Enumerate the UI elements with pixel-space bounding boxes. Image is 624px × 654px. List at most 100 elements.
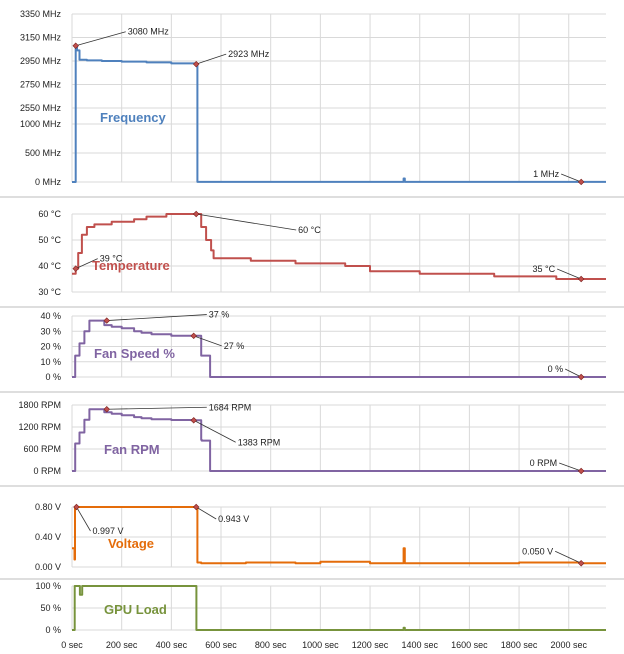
annotation-leader	[559, 462, 582, 472]
y-tick-label: 50 %	[40, 603, 61, 613]
y-tick-label: 600 RPM	[23, 444, 61, 454]
annotation-leader	[193, 335, 222, 347]
y-tick-label: 30 °C	[38, 287, 61, 297]
data-point-marker	[72, 265, 79, 272]
data-label: 0.997 V	[92, 526, 123, 536]
series-line	[72, 44, 606, 183]
series-line	[72, 319, 606, 378]
annotation-leader	[196, 213, 297, 231]
panel-6: 100 % 50 % 0 % GPU Load	[35, 581, 606, 635]
annotation-leader	[557, 268, 582, 280]
panel-title: GPU Load	[104, 602, 167, 617]
data-point-marker	[577, 467, 585, 475]
y-tick-label: 2750 MHz	[20, 80, 62, 90]
data-point-marker	[192, 60, 200, 68]
panel-3: 40 % 30 % 20 % 10 % 0 % 37 % 27 % 0 % Fan Speed …	[0, 310, 624, 393]
y-tick-label: 1800 RPM	[18, 400, 61, 410]
data-point-marker	[577, 560, 585, 567]
data-point-marker	[190, 417, 197, 424]
panel-title: Frequency	[100, 110, 167, 125]
x-tick-label: 1200 sec	[352, 640, 389, 650]
data-point-marker	[72, 42, 79, 49]
panel-title: Fan Speed %	[94, 346, 175, 361]
y-tick-label: 0.00 V	[35, 562, 61, 572]
x-tick-label: 1000 sec	[302, 640, 339, 650]
y-tick-label: 0 %	[45, 372, 61, 382]
annotation-leader	[554, 550, 582, 564]
y-tick-label: 0 %	[45, 625, 61, 635]
x-tick-label: 800 sec	[255, 640, 287, 650]
panel-5: 0.80 V 0.40 V 0.00 V 0.997 V 0.943 V 0.050 V V…	[0, 502, 624, 580]
data-point-marker	[103, 317, 110, 324]
annotation-leader	[564, 368, 582, 378]
panel-title: Voltage	[108, 536, 154, 551]
annotation-leader	[561, 173, 582, 183]
annotation-leader	[75, 31, 126, 47]
annotation-leader	[75, 258, 98, 269]
y-tick-label: 100 %	[35, 581, 61, 591]
data-point-marker	[73, 503, 80, 511]
data-label: 37 %	[209, 310, 230, 320]
x-tick-label: 1600 sec	[451, 640, 488, 650]
data-label: 0.943 V	[218, 514, 249, 524]
data-label: 1 MHz	[533, 169, 560, 179]
x-tick-label: 0 sec	[61, 640, 83, 650]
annotation-leader	[106, 314, 207, 321]
y-tick-label: 0.80 V	[35, 502, 61, 512]
x-tick-label: 200 sec	[106, 640, 138, 650]
y-tick-label: 60 °C	[38, 209, 61, 219]
y-tick-label: 30 %	[40, 326, 61, 336]
y-tick-label: 40 °C	[38, 261, 61, 271]
data-label: 35 °C	[533, 264, 556, 274]
y-tick-label: 3150 MHz	[20, 33, 62, 43]
data-point-marker	[192, 503, 200, 511]
data-point-marker	[190, 332, 197, 340]
y-tick-label: 2550 MHz	[20, 103, 62, 113]
y-tick-label: 1200 RPM	[18, 422, 61, 432]
data-label: 0.050 V	[522, 546, 553, 556]
y-tick-label: 50 °C	[38, 235, 61, 245]
y-tick-label: 10 %	[40, 357, 61, 367]
data-label: 0 RPM	[530, 458, 558, 468]
y-tick-label: 0 RPM	[33, 466, 61, 476]
panel-4: 1800 RPM 1200 RPM 600 RPM 0 RPM 1684 RPM 1383…	[0, 400, 624, 487]
y-tick-label: 500 MHz	[25, 148, 62, 158]
x-tick-label: 1400 sec	[401, 640, 438, 650]
annotation-leader	[193, 419, 236, 443]
series-line	[72, 213, 606, 280]
annotation-leader	[76, 506, 91, 532]
x-tick-label: 2000 sec	[550, 640, 587, 650]
data-label: 39 °C	[100, 254, 123, 264]
y-tick-label: 3350 MHz	[20, 9, 62, 19]
data-label: 0 %	[548, 364, 564, 374]
data-label: 1684 RPM	[209, 402, 252, 412]
x-tick-label: 1800 sec	[501, 640, 538, 650]
panel-title: Fan RPM	[104, 442, 160, 457]
annotation-leader	[195, 506, 217, 520]
y-tick-label: 20 %	[40, 342, 61, 352]
annotation-leader	[106, 406, 207, 410]
y-tick-label: 1000 MHz	[20, 119, 62, 129]
x-axis: 0 sec 200 sec 400 sec 600 sec 800 sec 1000 se…	[61, 640, 587, 650]
panel-2: 60 °C 50 °C 40 °C 30 °C 39 °C 60 °C 35 °C Tempe…	[0, 209, 624, 308]
data-label: 3080 MHz	[128, 27, 170, 37]
panel-1: 3350 MHz 3150 MHz 2950 MHz 2750 MHz 2550 MHz…	[0, 9, 624, 198]
y-tick-label: 0.40 V	[35, 532, 61, 542]
data-label: 27 %	[224, 341, 245, 351]
y-tick-label: 2950 MHz	[20, 56, 62, 66]
series-line	[72, 585, 606, 631]
data-label: 60 °C	[298, 225, 321, 235]
data-point-marker	[192, 210, 200, 218]
data-label: 1383 RPM	[238, 437, 281, 447]
x-tick-label: 600 sec	[205, 640, 237, 650]
annotation-leader	[196, 53, 227, 65]
data-label: 2923 MHz	[228, 49, 270, 59]
data-point-marker	[577, 275, 585, 283]
x-tick-label: 400 sec	[156, 640, 188, 650]
y-tick-label: 0 MHz	[35, 177, 62, 187]
panel-title: Temperature	[92, 258, 170, 273]
data-point-marker	[577, 373, 585, 381]
data-point-marker	[103, 406, 110, 413]
